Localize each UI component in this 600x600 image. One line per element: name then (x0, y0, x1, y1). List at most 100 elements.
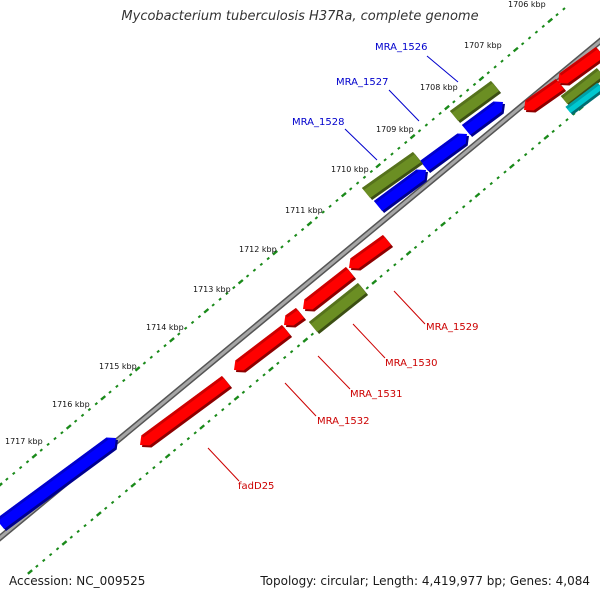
outer-tick-mark (507, 53, 511, 58)
inner-tick-mark (420, 239, 425, 244)
forward-gene-arrow-edge (419, 133, 460, 163)
inner-tick-mark (543, 134, 550, 140)
inner-tick-mark (95, 511, 102, 517)
forward-gene-arrow (461, 101, 503, 135)
gene-label-mra-1530: MRA_1530 (385, 358, 437, 369)
inner-tick-mark (530, 147, 535, 151)
outer-tick-mark (438, 111, 442, 116)
tick-label: 1714 kbp (146, 323, 184, 332)
olive-feature-block-edge (361, 152, 415, 190)
forward-gene-arrow (0, 437, 116, 529)
inner-tick-mark (310, 332, 314, 336)
outer-tick-mark (177, 332, 181, 336)
inner-tick-mark (221, 408, 225, 412)
tick-label: 1712 kbp (239, 245, 277, 254)
inner-tick-mark (386, 268, 390, 273)
accession-text: Accession: NC_009525 (9, 574, 146, 588)
inner-tick-mark (186, 436, 191, 441)
outer-tick-mark (252, 268, 257, 272)
reverse-gene-arrow-edge (559, 47, 598, 76)
outer-tick-mark (197, 314, 202, 319)
outer-tick-mark (478, 75, 485, 82)
gene-label-mra-1529: MRA_1529 (426, 322, 478, 333)
inner-tick-mark (405, 250, 412, 256)
outer-tick-mark (293, 233, 298, 238)
outer-tick-mark (163, 343, 167, 348)
forward-gene-arrow-edge (0, 437, 109, 520)
inner-tick-mark (496, 176, 500, 180)
outer-tick-mark (100, 395, 107, 401)
inner-tick-mark (76, 529, 80, 534)
outer-tick-mark (328, 204, 332, 208)
outer-tick-mark (73, 419, 78, 423)
inner-tick-mark (193, 431, 197, 435)
inner-tick-mark (69, 535, 74, 539)
inner-tick-mark (110, 500, 115, 505)
outer-tick-mark (18, 465, 23, 470)
reverse-gene-arrow-edge (235, 325, 284, 363)
gene-labels: MRA_1526 MRA_1527 MRA_1528 MRA_1529 MRA_1530… (238, 42, 478, 492)
inner-tick-mark (104, 506, 108, 510)
inner-tick-mark (427, 234, 431, 238)
olive-feature-block (308, 283, 367, 332)
inner-tick-mark (523, 152, 528, 157)
tick-label: 1713 kbp (193, 285, 231, 294)
olive-feature-block-edge (308, 283, 360, 324)
outer-tick-mark (108, 390, 112, 394)
olive-feature-block (361, 152, 422, 198)
gene-label-mra-1526: MRA_1526 (375, 42, 427, 53)
outer-tick-mark (128, 373, 133, 377)
inner-tick-mark (207, 419, 211, 423)
inner-tick-mark (145, 471, 149, 476)
outer-tick-mark (555, 13, 559, 17)
inner-tick-mark (289, 350, 294, 354)
inner-tick-mark (55, 547, 60, 551)
outer-tick-mark (5, 477, 9, 481)
reverse-gene-arrow-edge (304, 267, 348, 302)
label-leader-line (388, 89, 420, 122)
inner-tick-mark (138, 477, 142, 481)
outer-tick-mark (287, 239, 291, 243)
outer-tick-mark (190, 320, 195, 325)
inner-tick-mark (461, 205, 466, 209)
outer-tick-mark (259, 262, 264, 267)
outer-tick-mark (340, 191, 347, 198)
label-leaders (207, 55, 459, 482)
outer-tick-mark (390, 152, 394, 156)
label-leader-line (207, 447, 240, 482)
forward-gene-arrow-edge (461, 101, 496, 127)
inner-tick-mark (365, 286, 370, 290)
inner-tick-track (27, 94, 597, 575)
outer-tick-mark (87, 407, 92, 412)
outer-tick-mark (472, 82, 477, 87)
inner-tick-mark (117, 494, 122, 499)
outer-tick-mark (409, 133, 416, 140)
outer-tick-mark (211, 303, 215, 307)
gene-label-mra-1531: MRA_1531 (350, 389, 402, 400)
outer-tick-mark (300, 227, 305, 232)
inner-tick-mark (61, 540, 68, 546)
tick-label: 1715 kbp (99, 362, 137, 371)
outer-tick-mark (183, 326, 188, 330)
tick-labels: 1706 kbp 1707 kbp 1708 kbp 1709 kbp 1710 kbp… (5, 0, 546, 446)
gene-label-fadd25: fadD25 (238, 481, 274, 492)
gene-label-mra-1532: MRA_1532 (317, 416, 369, 427)
gene-label-mra-1527: MRA_1527 (336, 77, 388, 88)
inner-tick-mark (233, 395, 240, 401)
outer-tick-mark (245, 274, 250, 278)
outer-tick-mark (541, 24, 545, 29)
inner-tick-mark (130, 482, 137, 488)
label-leader-line (317, 355, 351, 390)
outer-tick-mark (149, 355, 154, 359)
tick-label: 1707 kbp (464, 41, 502, 50)
reverse-gene-arrow-edge (285, 308, 298, 318)
tick-label: 1710 kbp (331, 165, 369, 174)
outer-tick-mark (39, 448, 43, 452)
outer-tick-mark (500, 59, 504, 63)
outer-tick-mark (444, 104, 450, 111)
inner-tick-mark (537, 141, 542, 145)
inner-tick-mark (440, 221, 446, 227)
outer-tick-mark (431, 117, 435, 121)
inner-tick-mark (489, 181, 493, 186)
inner-tick-mark (27, 569, 33, 575)
